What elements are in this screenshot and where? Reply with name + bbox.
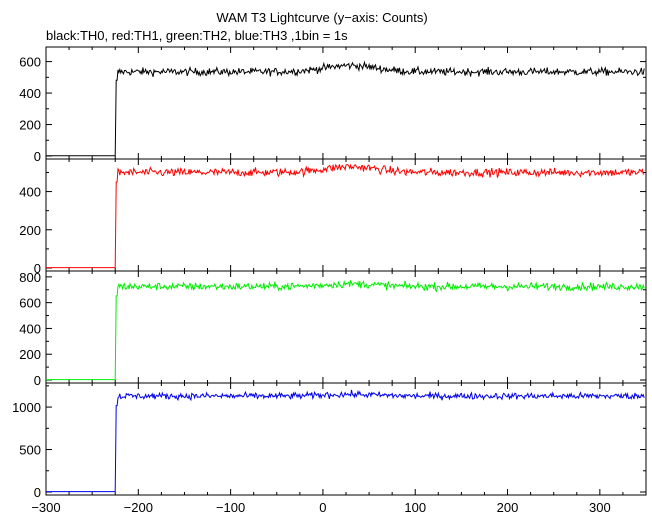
chart-title: WAM T3 Lightcurve (y−axis: Counts) xyxy=(216,10,427,25)
series-line-th3 xyxy=(46,389,645,493)
panel-th3: 0 500 1000 xyxy=(12,382,647,500)
ytick-label: 0 xyxy=(34,261,41,276)
xtick-label: −300 xyxy=(31,500,60,515)
xtick-label: −200 xyxy=(124,500,153,515)
ytick-label: 200 xyxy=(19,347,41,362)
ytick-label: 600 xyxy=(19,55,41,70)
xtick-label: 300 xyxy=(589,500,611,515)
panel-th1: 0 200 400 xyxy=(19,158,647,276)
xtick-label: −100 xyxy=(216,500,245,515)
panel-th0: 0 200 400 600 xyxy=(19,46,647,164)
series-line-th1 xyxy=(46,163,645,269)
ytick-label: 200 xyxy=(19,118,41,133)
xtick-label: 100 xyxy=(404,500,426,515)
panel-frame xyxy=(45,158,647,272)
series-line-th0 xyxy=(46,60,645,157)
x-axis: −300 −200 −100 0 100 200 300 xyxy=(31,500,610,515)
ytick-label: 200 xyxy=(19,223,41,238)
xtick-label: 0 xyxy=(319,500,326,515)
ytick-label: 400 xyxy=(19,86,41,101)
ytick-label: 400 xyxy=(19,321,41,336)
panel-th2: 0 200 400 600 800 xyxy=(19,270,647,388)
ytick-label: 800 xyxy=(19,270,41,285)
chart-subtitle: black:TH0, red:TH1, green:TH2, blue:TH3 … xyxy=(46,28,348,43)
ytick-label: 0 xyxy=(34,149,41,164)
ytick-label: 0 xyxy=(34,373,41,388)
ytick-label: 0 xyxy=(34,485,41,500)
panel-frame xyxy=(45,382,647,496)
ytick-label: 500 xyxy=(19,443,41,458)
ytick-label: 1000 xyxy=(12,400,41,415)
series-line-th2 xyxy=(46,279,645,381)
xtick-label: 200 xyxy=(497,500,519,515)
ytick-label: 600 xyxy=(19,296,41,311)
panel-frame xyxy=(45,46,647,160)
ytick-label: 400 xyxy=(19,185,41,200)
